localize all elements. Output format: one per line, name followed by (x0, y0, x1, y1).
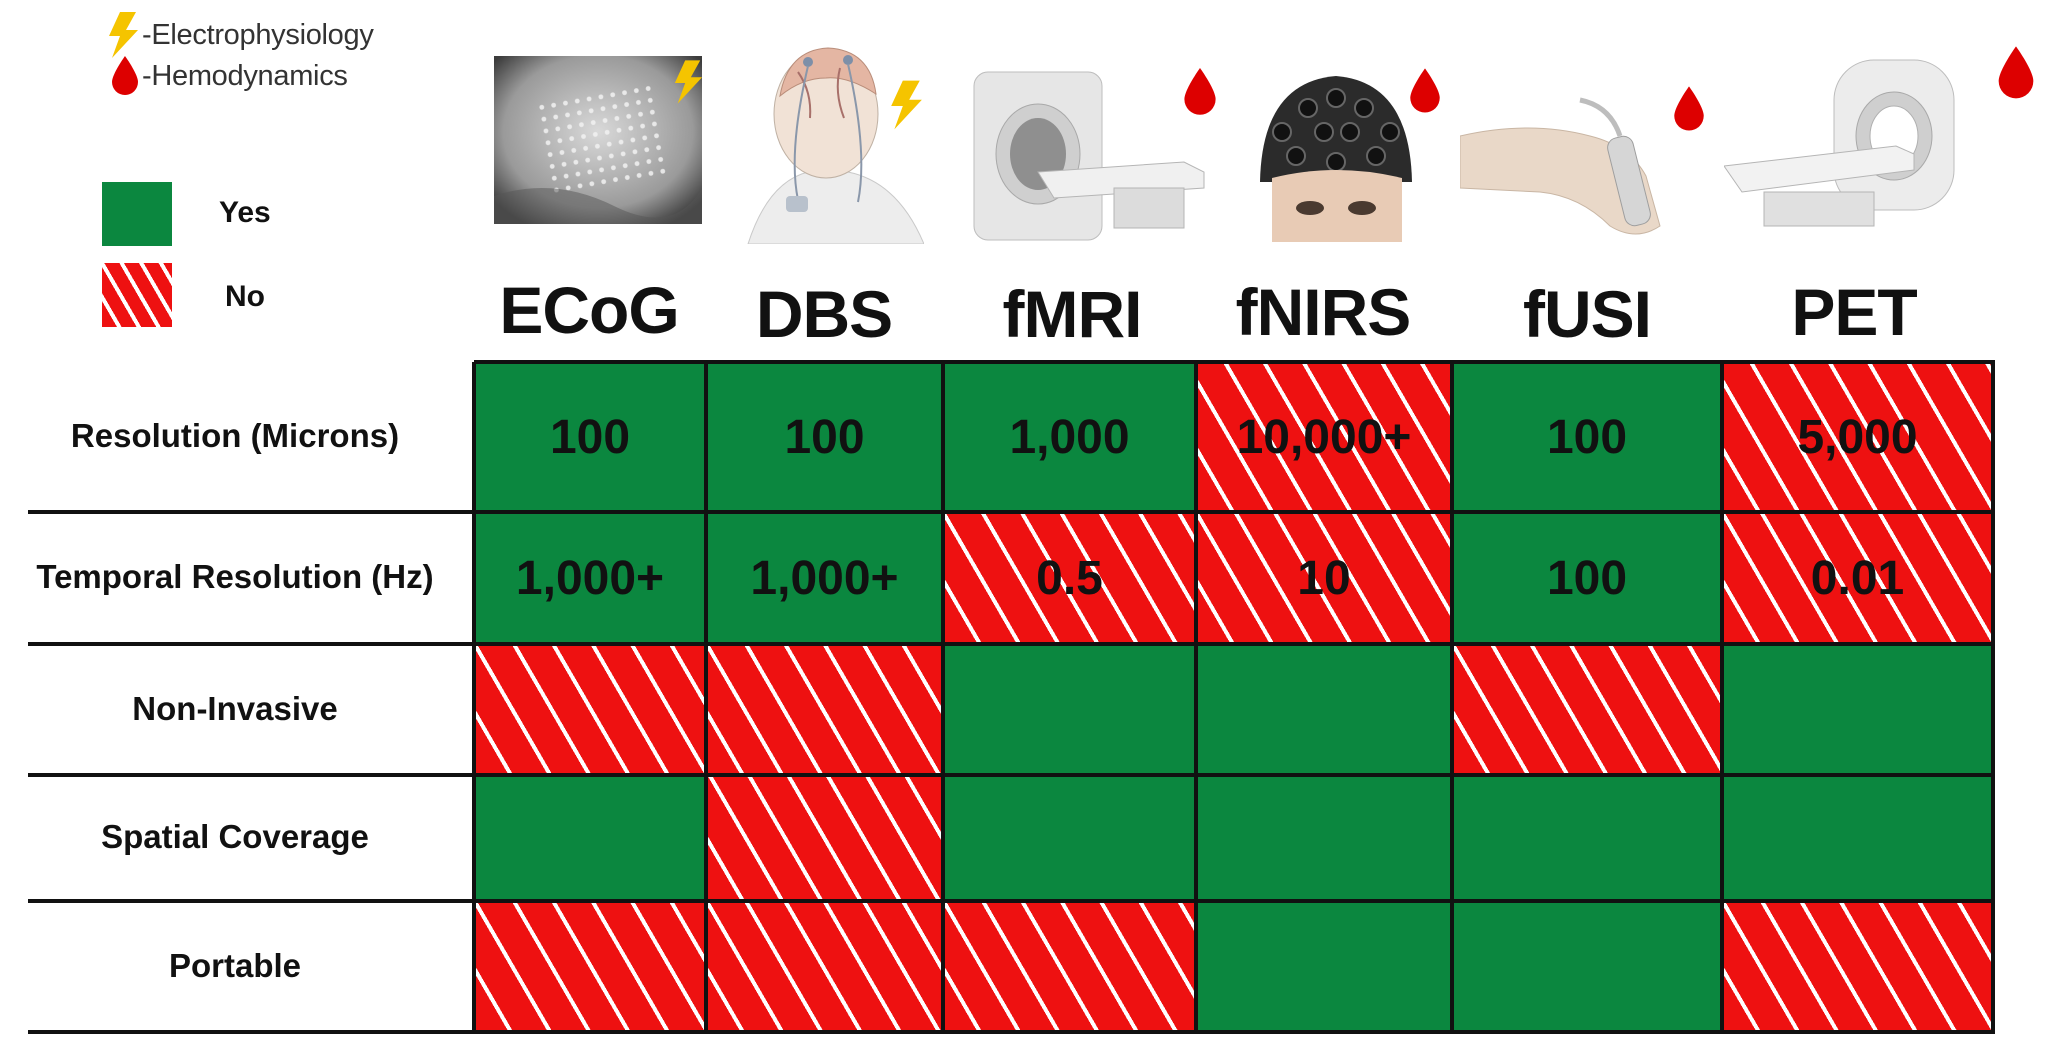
lightning-bolt-icon (109, 12, 138, 58)
table-row-divider (28, 899, 1995, 903)
cell-portable-fusi (1452, 901, 1722, 1032)
dbs-image (728, 32, 924, 244)
cell-portable-fmri (943, 901, 1196, 1032)
cell-spatial-coverage-fmri (943, 775, 1196, 901)
legend-no-label: No (225, 280, 265, 313)
pet-image (1724, 54, 1992, 242)
fmri-blood-drop-icon (1184, 68, 1216, 115)
cell-resolution-fnirs: 10,000+ (1196, 362, 1452, 512)
cell-non-invasive-fnirs (1196, 644, 1452, 775)
column-heading-fnirs: fNIRS (1235, 275, 1412, 349)
table-row-divider (474, 360, 1995, 364)
ecog-lightning-bolt-icon (674, 60, 703, 104)
table-column-divider (1450, 362, 1454, 1032)
column-heading-pet: PET (1791, 275, 1917, 349)
column-heading-fusi: fUSI (1523, 277, 1652, 351)
cell-resolution-fusi: 100 (1452, 362, 1722, 512)
cell-portable-pet (1722, 901, 1993, 1032)
cell-non-invasive-fmri (943, 644, 1196, 775)
cell-temporal-resolution-fusi: 100 (1452, 512, 1722, 644)
ecog-image (494, 56, 702, 224)
row-label-spatial-coverage: Spatial Coverage (101, 818, 369, 855)
column-heading-ecog: ECoG (499, 273, 679, 347)
cell-spatial-coverage-dbs (706, 775, 943, 901)
legend-no-swatch (102, 263, 172, 327)
table-row-divider (28, 773, 1995, 777)
row-label-portable: Portable (168, 946, 302, 984)
table-column-divider (704, 362, 708, 1032)
pet-blood-drop-icon (1998, 46, 2034, 99)
row-label-non-invasive: Non-Invasive (132, 689, 338, 727)
table-row-divider (28, 642, 1995, 646)
fnirs-image (1242, 62, 1430, 242)
cell-portable-dbs (706, 901, 943, 1032)
cell-resolution-dbs: 100 (706, 362, 943, 512)
cell-spatial-coverage-fnirs (1196, 775, 1452, 901)
cell-temporal-resolution-dbs: 1,000+ (706, 512, 943, 644)
cell-resolution-pet: 5,000 (1722, 362, 1993, 512)
cell-spatial-coverage-pet (1722, 775, 1993, 901)
table-column-divider (941, 362, 945, 1032)
cell-resolution-ecog: 100 (474, 362, 706, 512)
fusi-image (1460, 96, 1672, 246)
table-column-divider (1194, 362, 1198, 1032)
table-row-divider (28, 510, 1995, 514)
cell-spatial-coverage-ecog (474, 775, 706, 901)
cell-non-invasive-ecog (474, 644, 706, 775)
legend-hemodynamics: -Hemodynamics (110, 56, 348, 96)
cell-non-invasive-dbs (706, 644, 943, 775)
legend-hemodynamics-label: -Hemodynamics (142, 59, 348, 92)
cell-non-invasive-fusi (1452, 644, 1722, 775)
legend-yes-label: Yes (219, 196, 271, 229)
legend-electrophysiology: -Electrophysiology (106, 12, 374, 58)
table-column-divider (472, 362, 476, 1032)
legend-yes-swatch (102, 182, 172, 246)
cell-portable-ecog (474, 901, 706, 1032)
cell-non-invasive-pet (1722, 644, 1993, 775)
blood-drop-icon (112, 56, 138, 95)
fnirs-blood-drop-icon (1410, 68, 1440, 113)
cell-resolution-fmri: 1,000 (943, 362, 1196, 512)
column-heading-dbs: DBS (755, 277, 893, 351)
cell-portable-fnirs (1196, 901, 1452, 1032)
row-label-resolution: Resolution (Microns) (70, 417, 400, 454)
cell-temporal-resolution-fnirs: 10 (1196, 512, 1452, 644)
fmri-image (964, 62, 1214, 250)
table-column-divider (1991, 362, 1995, 1032)
column-heading-fmri: fMRI (1002, 277, 1143, 351)
cell-temporal-resolution-fmri: 0.5 (943, 512, 1196, 644)
table-column-divider (1720, 362, 1724, 1032)
row-label-temporal-resolution: Temporal Resolution (Hz) (36, 558, 434, 595)
cell-temporal-resolution-pet: 0.01 (1722, 512, 1993, 644)
cell-temporal-resolution-ecog: 1,000+ (474, 512, 706, 644)
table-row-divider (28, 1030, 1995, 1034)
dbs-lightning-bolt-icon (891, 80, 922, 130)
legend-electrophysiology-label: -Electrophysiology (142, 18, 374, 51)
fusi-blood-drop-icon (1674, 86, 1704, 131)
cell-spatial-coverage-fusi (1452, 775, 1722, 901)
